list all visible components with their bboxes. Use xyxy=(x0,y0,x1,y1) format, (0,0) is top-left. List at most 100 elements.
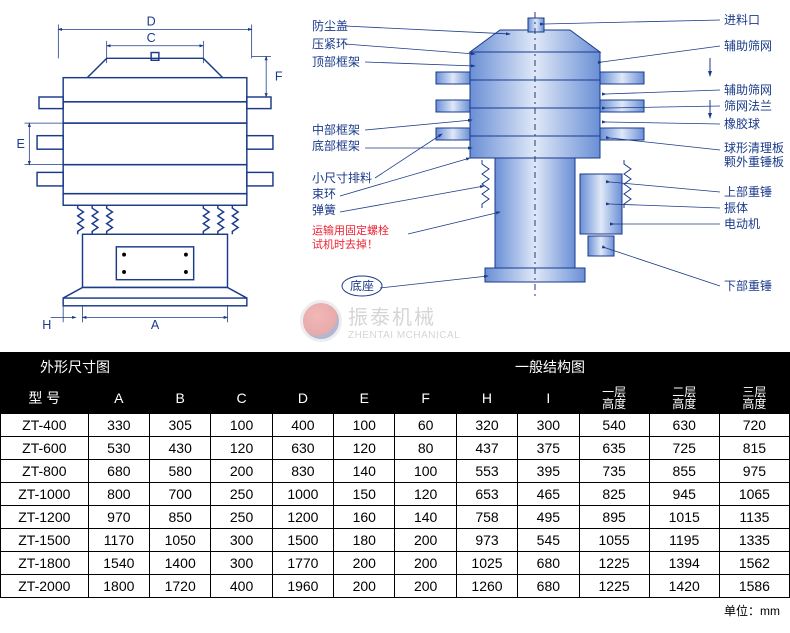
th-i: I xyxy=(518,383,579,414)
lbl-dizuo: 底座 xyxy=(350,278,374,293)
table-cell: 1055 xyxy=(579,529,649,552)
table-row: ZT-800680580200830140100553395735855975 xyxy=(1,460,790,483)
dim-h: H xyxy=(42,318,51,329)
lbl-red2: 试机时去掉！ xyxy=(312,237,378,251)
table-cell: 200 xyxy=(211,460,272,483)
table-cell: ZT-600 xyxy=(1,437,89,460)
table-cell: 320 xyxy=(456,414,517,437)
table-cell: 465 xyxy=(518,483,579,506)
table-cell: 100 xyxy=(334,414,395,437)
page: D C F E xyxy=(0,0,790,627)
th-d: D xyxy=(272,383,333,414)
table-cell: 437 xyxy=(456,437,517,460)
table-cell: 1800 xyxy=(88,575,149,598)
table-cell: 250 xyxy=(211,483,272,506)
table-cell: 630 xyxy=(272,437,333,460)
table-cell: ZT-400 xyxy=(1,414,89,437)
table-cell: 1225 xyxy=(579,552,649,575)
dimension-drawing: D C F E xyxy=(0,0,310,350)
lbl-xiaochi: 小尺寸排料 xyxy=(312,171,372,185)
lbl-xiabu: 下部重锤 xyxy=(724,278,772,293)
th-b: B xyxy=(150,383,211,414)
table-cell: ZT-1200 xyxy=(1,506,89,529)
table-cell: 1200 xyxy=(272,506,333,529)
th-f: F xyxy=(395,383,456,414)
table-cell: 375 xyxy=(518,437,579,460)
table-cell: 975 xyxy=(719,460,789,483)
dim-f: F xyxy=(275,70,283,84)
table-row: ZT-1500117010503001500180200973545105511… xyxy=(1,529,790,552)
th-e: E xyxy=(334,383,395,414)
table-cell: 553 xyxy=(456,460,517,483)
dim-c: C xyxy=(147,31,156,45)
lbl-yajin: 压紧环 xyxy=(312,37,348,51)
lbl-fuzhu2: 辅助筛网 xyxy=(724,82,772,97)
lbl-tanhuang: 弹簧 xyxy=(312,202,336,217)
table-cell: 1394 xyxy=(649,552,719,575)
table-cell: 495 xyxy=(518,506,579,529)
table-cell: 80 xyxy=(395,437,456,460)
th-a: A xyxy=(88,383,149,414)
table-cell: 1420 xyxy=(649,575,719,598)
diagram-titles: 外形尺寸图 一般结构图 xyxy=(0,352,790,382)
table-row: ZT-40033030510040010060320300540630720 xyxy=(1,414,790,437)
table-cell: 970 xyxy=(88,506,149,529)
table-header-row: 型 号 A B C D E F H I 一层高度 二层高度 三层高度 xyxy=(1,383,790,414)
table-cell: 680 xyxy=(518,552,579,575)
table-cell: 680 xyxy=(518,575,579,598)
right-diagram-title: 一般结构图 xyxy=(310,352,790,382)
lbl-qiuxing: 球形清理板 xyxy=(724,141,784,155)
table-cell: 400 xyxy=(211,575,272,598)
diagram-area: D C F E xyxy=(0,0,790,350)
table-cell: 580 xyxy=(150,460,211,483)
table-cell: 1135 xyxy=(719,506,789,529)
table-cell: 1770 xyxy=(272,552,333,575)
table-cell: 1000 xyxy=(272,483,333,506)
table-cell: ZT-2000 xyxy=(1,575,89,598)
table-cell: 735 xyxy=(579,460,649,483)
table-cell: 720 xyxy=(719,414,789,437)
table-cell: 200 xyxy=(334,575,395,598)
spec-table: 型 号 A B C D E F H I 一层高度 二层高度 三层高度 ZT-40… xyxy=(0,382,790,598)
table-cell: 300 xyxy=(518,414,579,437)
table-row: ZT-2000180017204001960200200126068012251… xyxy=(1,575,790,598)
lbl-zhongbu: 中部框架 xyxy=(312,122,360,137)
table-cell: 1260 xyxy=(456,575,517,598)
table-cell: ZT-1800 xyxy=(1,552,89,575)
left-diagram-title: 外形尺寸图 xyxy=(0,352,310,382)
table-row: ZT-1200970850250120016014075849589510151… xyxy=(1,506,790,529)
table-cell: 160 xyxy=(334,506,395,529)
table-cell: 1170 xyxy=(88,529,149,552)
th-h2: 二层高度 xyxy=(649,383,719,414)
lbl-dingbu: 顶部框架 xyxy=(312,54,360,69)
table-cell: 140 xyxy=(395,506,456,529)
table-cell: 1720 xyxy=(150,575,211,598)
table-cell: 945 xyxy=(649,483,719,506)
table-cell: 545 xyxy=(518,529,579,552)
table-cell: 1065 xyxy=(719,483,789,506)
table-cell: 1562 xyxy=(719,552,789,575)
table-cell: 630 xyxy=(649,414,719,437)
table-cell: 1225 xyxy=(579,575,649,598)
table-cell: 815 xyxy=(719,437,789,460)
structure-drawing: 防尘盖 压紧环 顶部框架 中部框架 底部框架 小尺寸排料 束环 弹簧 运输用固定… xyxy=(310,0,790,350)
table-cell: 200 xyxy=(395,575,456,598)
table-cell: 300 xyxy=(211,529,272,552)
table-cell: 800 xyxy=(88,483,149,506)
table-body: ZT-40033030510040010060320300540630720ZT… xyxy=(1,414,790,598)
table-cell: 1400 xyxy=(150,552,211,575)
th-c: C xyxy=(211,383,272,414)
lbl-fuzhu1: 辅助筛网 xyxy=(724,38,772,53)
unit-label: 单位：mm xyxy=(0,598,790,627)
th-h: H xyxy=(456,383,517,414)
table-cell: 895 xyxy=(579,506,649,529)
table-cell: 100 xyxy=(395,460,456,483)
lbl-zhenti: 振体 xyxy=(724,201,748,215)
table-cell: 200 xyxy=(395,529,456,552)
table-cell: 120 xyxy=(334,437,395,460)
table-cell: 1960 xyxy=(272,575,333,598)
table-cell: ZT-800 xyxy=(1,460,89,483)
table-cell: 120 xyxy=(211,437,272,460)
table-cell: 200 xyxy=(395,552,456,575)
th-h1: 一层高度 xyxy=(579,383,649,414)
